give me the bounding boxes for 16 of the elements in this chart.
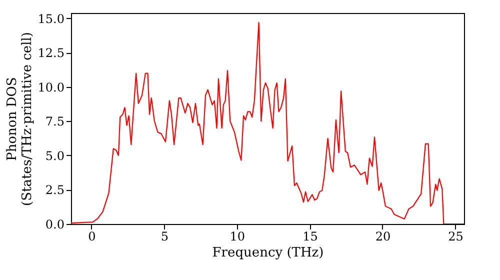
y-tick-label: 5.0 xyxy=(45,148,64,163)
y-tick-label: 7.5 xyxy=(45,114,64,129)
y-tick-label: 10.0 xyxy=(38,80,64,94)
y-axis-title: Phonon DOS (States/THz·primitive cell) xyxy=(4,32,35,206)
line-series xyxy=(71,22,464,224)
x-tick-label: 5 xyxy=(160,230,168,244)
y-tick-label: 12.5 xyxy=(38,46,64,60)
x-tick-label: 0 xyxy=(88,230,96,244)
x-axis-title: Frequency (THz) xyxy=(212,246,324,260)
x-tick-label: 10 xyxy=(230,230,246,244)
y-tick-label: 15.0 xyxy=(38,12,64,26)
x-tick-label: 20 xyxy=(375,230,391,244)
y-tick-label: 0.0 xyxy=(45,218,64,232)
x-tick-label: 15 xyxy=(302,230,318,244)
y-tick-label: 2.5 xyxy=(45,183,64,198)
x-tick-label: 25 xyxy=(448,230,464,244)
